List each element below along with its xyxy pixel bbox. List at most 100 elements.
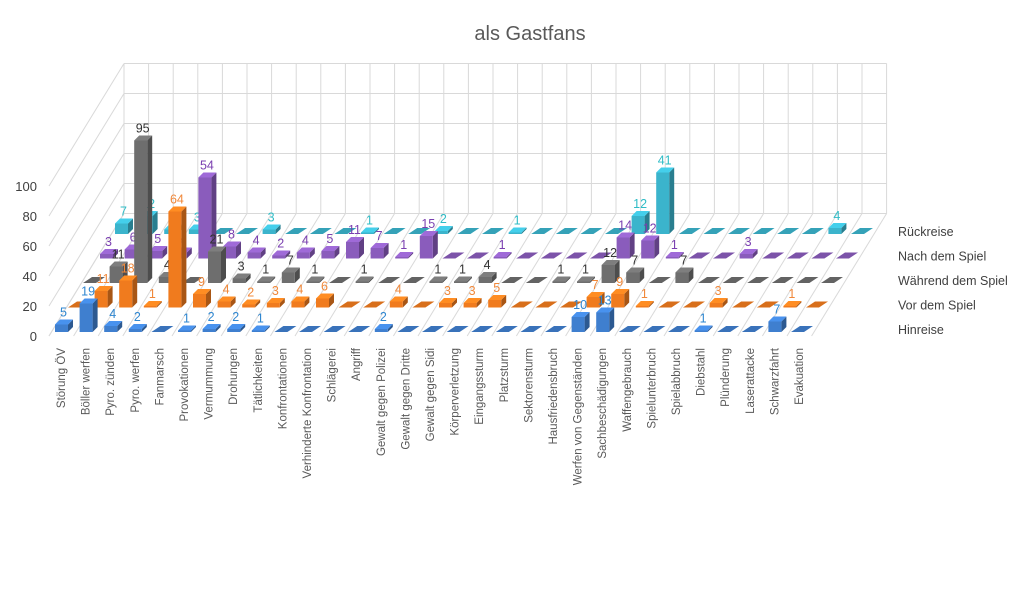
bar-side-face <box>285 250 291 259</box>
bar-nach-dem-spiel-29 <box>811 252 834 259</box>
bar-front-face <box>251 330 265 332</box>
bar-top-face <box>55 319 73 325</box>
x-tick-label: Körperverletzung <box>450 348 462 436</box>
bar-nach-dem-spiel-10: 11 <box>346 223 364 259</box>
floor-gridline <box>786 213 863 337</box>
bar-rückreise-8 <box>309 228 332 234</box>
bar-rückreise-27 <box>777 228 800 234</box>
bar-side-face <box>181 206 187 308</box>
bar-front-face <box>611 294 625 308</box>
bar-nach-dem-spiel-30 <box>836 252 858 259</box>
bar-top-face <box>626 267 645 273</box>
bar-front-face <box>94 291 108 308</box>
bar-vor-dem-spiel-21: 7 <box>586 278 605 308</box>
bar-nach-dem-spiel-14 <box>442 252 465 259</box>
x-axis: Störung ÖV Böller werfen Pyro. zünden Pyro.… <box>56 347 806 485</box>
x-tick-label: Pyro. werfen <box>130 348 142 413</box>
bar-top-face <box>709 298 728 303</box>
bar-front-face <box>361 232 374 234</box>
bar-während-dem-spiel-23 <box>648 277 671 283</box>
bar-zero-tile <box>422 326 444 332</box>
bar-top-face <box>463 298 482 303</box>
bar-front-face <box>635 306 649 308</box>
x-tick-label: Hausfriedensbruch <box>548 348 560 445</box>
bar-hinreise-15 <box>422 326 444 332</box>
bar-zero-tile <box>811 252 834 259</box>
bar-top-face <box>635 301 654 306</box>
bar-rückreise-28 <box>801 228 824 234</box>
bar-front-face <box>109 266 123 283</box>
bar-top-face <box>374 324 393 329</box>
bar-side-face <box>669 167 675 234</box>
bar-während-dem-spiel-10 <box>329 277 351 283</box>
bar-front-face <box>389 301 403 308</box>
x-tick-label: Schlägerei <box>327 348 339 402</box>
bar-nach-dem-spiel-26: 3 <box>739 235 758 259</box>
bar-side-face <box>644 211 650 234</box>
data-label: 11 <box>97 272 110 286</box>
bar-zero-tile <box>580 228 603 234</box>
data-label: 3 <box>194 211 201 225</box>
bar-vor-dem-spiel-26: 3 <box>709 284 728 308</box>
bar-front-face <box>188 229 202 234</box>
bar-front-face <box>227 329 241 332</box>
bar-side-face <box>467 276 472 283</box>
data-label: 3 <box>469 284 476 298</box>
data-label: 11 <box>348 223 361 237</box>
bar-top-face <box>257 276 276 282</box>
bar-zero-tile <box>786 252 809 259</box>
data-label: 5 <box>326 232 333 246</box>
x-tick-label: Vermummung <box>204 348 216 420</box>
bar-nach-dem-spiel-24 <box>688 252 711 259</box>
bar-top-face <box>115 218 133 224</box>
x-tick-label: Laserattacke <box>745 348 757 414</box>
bar-hinreise-4 <box>151 326 174 332</box>
floor-gridline <box>688 213 765 337</box>
floor-gridline <box>540 213 617 337</box>
bar-zero-tile <box>446 326 469 332</box>
data-label: 4 <box>223 283 230 297</box>
data-label: 1 <box>557 263 564 277</box>
bar-zero-tile <box>83 277 105 283</box>
x-tick-label: Platzsturm <box>499 348 511 402</box>
bar-rückreise-24 <box>703 228 726 234</box>
bar-side-face <box>319 276 325 283</box>
bar-vor-dem-spiel-14 <box>412 301 435 308</box>
data-label: 3 <box>745 235 752 249</box>
bar-rückreise-17 <box>531 228 554 234</box>
bar-side-face <box>359 237 364 259</box>
bar-top-face <box>104 321 123 326</box>
bar-top-face <box>178 325 196 331</box>
bar-top-face <box>596 307 615 313</box>
bar-side-face <box>141 324 147 332</box>
data-label: 1 <box>361 263 368 277</box>
data-label: 5 <box>60 306 67 320</box>
bar-front-face <box>193 294 206 308</box>
bar-hinreise-17 <box>471 326 494 332</box>
bar-zero-tile <box>442 252 465 259</box>
bar-front-face <box>429 281 443 283</box>
side-wall-gridline <box>48 63 125 187</box>
bar-side-face <box>387 324 393 332</box>
bar-top-face <box>478 272 497 277</box>
floor-gridline <box>663 213 740 337</box>
data-label: 9 <box>616 275 623 289</box>
bar-top-face <box>577 276 595 282</box>
data-label: 54 <box>200 159 214 173</box>
data-label: 12 <box>633 197 647 211</box>
x-tick-label: Pyro. zünden <box>105 348 117 416</box>
bar-hinreise-12 <box>348 326 371 332</box>
floor-gridline <box>417 213 494 337</box>
bar-während-dem-spiel-29 <box>796 277 819 283</box>
bar-zero-tile <box>338 301 361 308</box>
bar-side-face <box>796 301 802 308</box>
bar-front-face <box>242 304 256 308</box>
bar-hinreise-8: 1 <box>251 312 270 332</box>
data-label: 6 <box>321 280 328 294</box>
bar-rückreise-26 <box>752 228 775 234</box>
bar-front-face <box>355 281 369 283</box>
bar-side-face <box>629 232 635 259</box>
x-tick-label: Diebstahl <box>696 348 708 396</box>
bar-side-face <box>521 227 527 234</box>
bar-vor-dem-spiel-19 <box>535 301 558 308</box>
